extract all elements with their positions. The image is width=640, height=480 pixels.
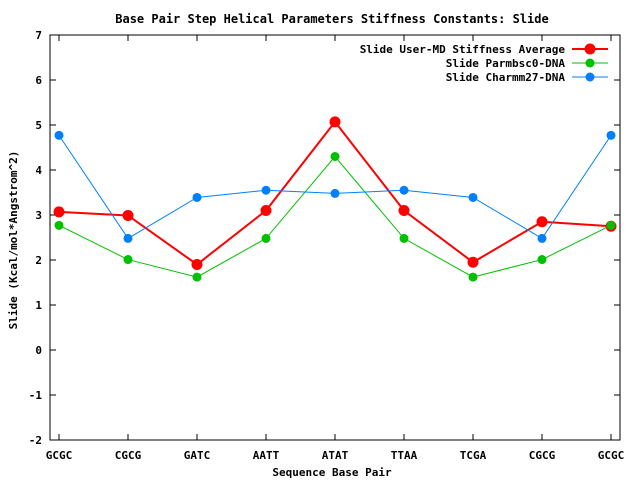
series-group	[54, 152, 616, 282]
data-point	[399, 185, 409, 195]
y-tick-label: -1	[29, 389, 43, 402]
x-axis-label: Sequence Base Pair	[272, 466, 392, 479]
x-tick-label: GCGC	[598, 449, 625, 462]
chart-title: Base Pair Step Helical Parameters Stiffn…	[115, 12, 548, 26]
data-point	[467, 256, 479, 268]
data-point	[53, 206, 65, 218]
data-point	[191, 259, 203, 270]
data-point	[330, 152, 340, 161]
y-tick-label: 2	[35, 254, 42, 267]
y-tick-label: 5	[35, 119, 42, 132]
y-tick-label: -2	[29, 434, 42, 447]
data-point	[330, 188, 340, 198]
data-point	[123, 233, 133, 243]
data-point	[54, 220, 64, 230]
x-tick-label: TTAA	[391, 449, 418, 462]
legend-label: Slide User-MD Stiffness Average	[360, 43, 566, 56]
y-tick-label: 0	[35, 344, 42, 357]
data-point	[398, 205, 410, 216]
data-point	[329, 116, 341, 128]
y-axis-ticks: -2 -1 0 1 2 3 4 5 6 7	[29, 29, 620, 447]
data-point	[192, 272, 202, 282]
x-tick-label: CGCG	[115, 449, 142, 462]
data-point	[261, 233, 271, 243]
x-tick-label: GCGC	[46, 449, 73, 462]
data-point	[468, 192, 478, 202]
series-group	[54, 130, 616, 243]
data-point	[122, 209, 134, 221]
x-tick-label: ATAT	[322, 449, 349, 462]
y-tick-label: 3	[35, 209, 42, 222]
x-tick-label: AATT	[253, 449, 280, 462]
data-point	[468, 272, 478, 282]
data-point	[399, 233, 409, 243]
x-tick-label: TCGA	[460, 449, 487, 462]
legend-marker	[584, 43, 596, 55]
data-point	[192, 192, 202, 202]
x-axis-ticks: GCGC CGCG GATC AATT ATAT TTAA TCGA CGCG GCGC	[46, 35, 625, 462]
series-group	[53, 116, 617, 270]
y-tick-label: 7	[35, 29, 42, 42]
y-tick-label: 1	[35, 299, 42, 312]
data-point	[123, 255, 133, 265]
data-point	[54, 130, 64, 140]
data-point	[537, 233, 547, 243]
data-point	[260, 205, 272, 216]
y-axis-label: Slide (Kcal/mol*Angstrom^2)	[7, 151, 20, 330]
data-point	[606, 130, 616, 140]
legend-marker	[585, 72, 595, 82]
y-tick-label: 6	[35, 74, 42, 87]
series-layer	[53, 116, 617, 282]
data-point	[261, 185, 271, 195]
data-point	[606, 220, 616, 230]
legend-label: Slide Charmm27-DNA	[446, 71, 566, 84]
legend-label: Slide Parmbsc0-DNA	[446, 57, 566, 70]
x-tick-label: CGCG	[529, 449, 556, 462]
data-point	[536, 216, 548, 228]
x-tick-label: GATC	[184, 449, 211, 462]
y-tick-label: 4	[35, 164, 42, 177]
legend-marker	[585, 58, 595, 68]
data-point	[537, 255, 547, 265]
